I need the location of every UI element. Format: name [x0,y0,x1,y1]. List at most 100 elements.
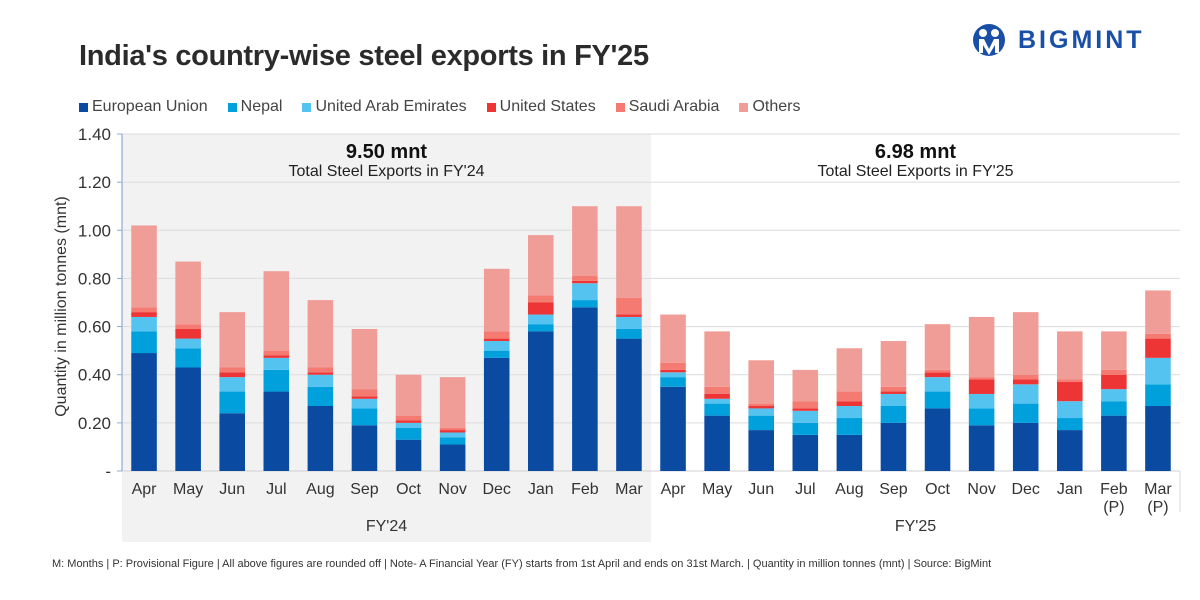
bar-segment [968,408,995,426]
bar-segment [792,369,819,402]
x-tick-label: Sep [879,481,908,498]
bar-segment [1101,401,1127,416]
legend-label: Nepal [240,98,283,115]
bar-segment [836,418,863,435]
bar-segment [175,328,201,339]
brand-logo: BIGMINT [972,22,1145,58]
bar-segment [572,280,598,284]
bar-segment [792,410,819,423]
bar-segment [483,268,510,332]
bar-segment [351,398,378,409]
legend-label: Saudi Arabia [628,98,720,115]
bar-segment [924,408,951,471]
bar-segment [836,406,863,419]
bar-segment [1101,389,1127,402]
bar-segment [748,430,774,471]
bar-segment [704,415,730,471]
bar-segment [660,314,686,363]
x-tick-label: Sep [350,481,379,498]
bar-segment [131,353,157,471]
bar-segment [1145,357,1171,385]
bar-segment [1012,379,1039,385]
bar-segment [968,425,995,471]
x-tick-label: May [702,481,732,498]
x-tick-label: Apr [132,481,158,498]
x-tick-label: Jan [528,481,554,498]
bar-segment [439,427,466,431]
x-tick-label: Nov [967,481,995,498]
bar-segment [792,408,819,411]
bar-segment [175,261,201,325]
bar-segment [616,314,642,317]
bar-segment [351,396,378,399]
bar-segment [131,316,157,332]
bar-segment [836,391,863,402]
bar-segment [748,360,774,404]
bar-segment [219,377,245,392]
y-tick-label: 1.40 [78,125,111,144]
bar-segment [175,367,201,471]
bar-segment [528,235,554,296]
bar-segment [1012,422,1039,471]
x-tick-label: May [173,481,203,498]
bar-segment [395,439,422,471]
bar-segment [439,377,466,428]
bar-segment [528,302,554,315]
legend-label: Others [752,98,801,115]
bar-segment [395,415,422,421]
bar-segment [924,391,951,409]
bar-segment [439,437,466,445]
legend-item: European Union [79,98,208,116]
bar-segment [880,341,907,387]
bar-segment [660,372,686,378]
bar-segment [924,372,951,378]
y-tick-label: - [105,462,111,481]
legend-item: Others [739,98,800,116]
bar-segment [263,391,290,471]
legend-swatch [302,102,312,112]
bar-segment [1145,290,1171,334]
bar-segment [263,355,290,358]
bar-segment [307,367,334,373]
bar-segment [924,324,951,370]
group-shading [122,134,651,542]
bar-segment [439,432,466,438]
bar-segment [307,300,334,368]
bar-segment [660,377,686,387]
bar-segment [748,408,774,416]
bar-segment [307,372,334,375]
x-tick-label: Dec [1011,481,1039,498]
bar-segment [880,393,907,407]
bar-segment [616,328,642,339]
bar-segment [395,420,422,423]
x-tick-label: (P) [1147,499,1168,516]
bar-segment [924,377,951,392]
bar-segment [483,338,510,342]
bar-segment [1012,384,1039,404]
bar-segment [616,297,642,315]
y-tick-label: 0.20 [78,414,111,433]
legend-label: United Arab Emirates [315,98,467,115]
bar-segment [1101,415,1127,471]
bar-segment [660,386,686,471]
bar-segment [1057,379,1083,382]
x-tick-label: Jul [795,481,815,498]
x-tick-label: Mar [615,481,643,498]
bar-segment [483,341,510,351]
legend-swatch [615,102,625,112]
legend-label: European Union [92,98,208,115]
bar-segment [307,386,334,407]
y-tick-label: 0.80 [78,269,111,288]
legend-swatch [79,102,88,112]
legend-label: United States [499,98,596,115]
bar-segment [395,374,422,416]
bar-segment [572,276,598,281]
bar-segment [880,391,907,394]
chart-legend: European Union Nepal United Arab Emirates U… [79,98,820,116]
bar-segment [1012,374,1039,380]
bar-segment [968,377,995,380]
bar-segment [572,206,598,277]
group-total-label: Total Steel Exports in FY'25 [817,163,1013,180]
bar-segment [351,328,378,390]
bar-segment [351,425,378,471]
